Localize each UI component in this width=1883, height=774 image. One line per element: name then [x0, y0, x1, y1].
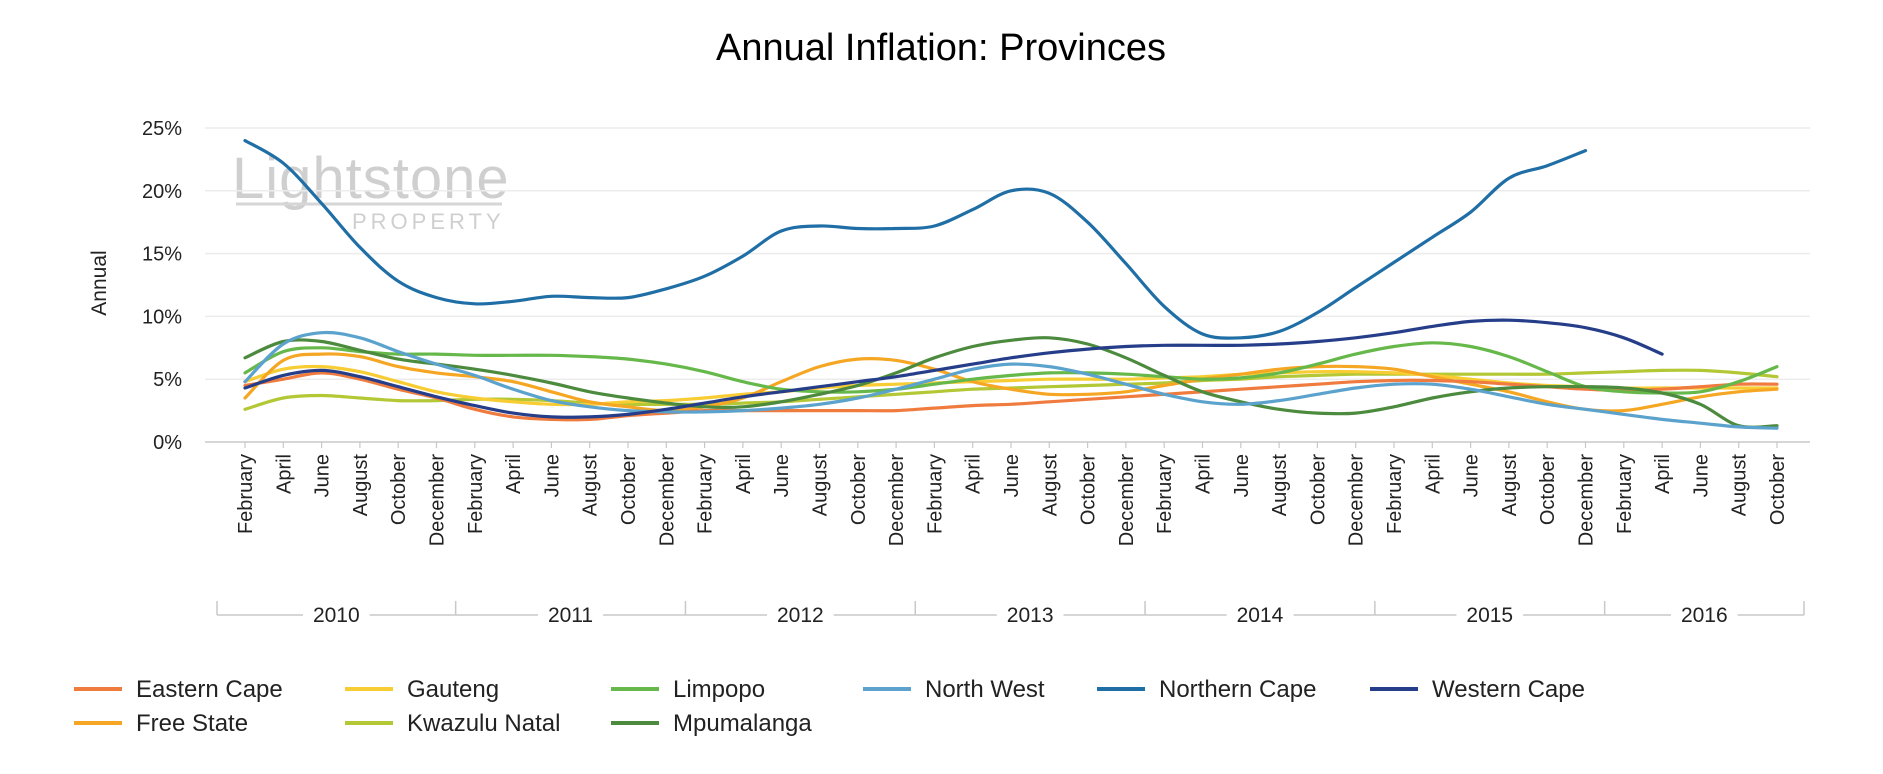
- x-tick-label: October: [848, 454, 870, 525]
- series-line-northern-cape: [243, 139, 1588, 340]
- x-tick-label: April: [503, 454, 525, 494]
- series-line-free-state: [243, 352, 1779, 413]
- watermark-logo: Lightstone PROPERTY: [232, 146, 510, 234]
- legend-item-mpumalanga[interactable]: Mpumalanga: [611, 710, 812, 737]
- x-tick-label: February: [1154, 454, 1176, 534]
- legend-item-north-west[interactable]: North West: [863, 676, 1045, 703]
- series-lines: [243, 139, 1779, 430]
- year-group-label: 2012: [777, 604, 824, 627]
- y-tick-label: 10%: [142, 306, 182, 328]
- x-tick-label: February: [465, 454, 487, 534]
- series-line-mpumalanga: [243, 336, 1779, 429]
- x-tick-label: December: [656, 454, 678, 547]
- legend-label: Mpumalanga: [673, 710, 812, 737]
- legend: Eastern Cape Free State Gauteng Kwazulu Nat…: [74, 676, 1585, 737]
- x-tick-label: June: [1231, 454, 1253, 497]
- y-tick-label: 20%: [142, 181, 182, 203]
- x-tick-label: December: [427, 454, 449, 547]
- legend-item-northern-cape[interactable]: Northern Cape: [1097, 676, 1316, 703]
- x-tick-label: June: [771, 454, 793, 497]
- legend-item-gauteng[interactable]: Gauteng: [345, 676, 499, 703]
- series-line-north-west: [243, 330, 1779, 430]
- y-axis-ticks: 0% 5% 10% 15% 20% 25%: [142, 118, 182, 454]
- x-tick-label: August: [350, 454, 372, 517]
- y-tick-label: 25%: [142, 118, 182, 140]
- legend-item-free-state[interactable]: Free State: [74, 710, 248, 737]
- x-tick-label: August: [580, 454, 602, 517]
- x-tick-label: February: [235, 454, 257, 534]
- x-tick-label: August: [1729, 454, 1751, 517]
- year-label-bg: [302, 602, 370, 629]
- x-tick-label: February: [924, 454, 946, 534]
- x-tick-label: October: [388, 454, 410, 525]
- year-label-bg: [996, 602, 1064, 629]
- x-tick-label: August: [1499, 454, 1521, 517]
- x-tick-label: June: [1001, 454, 1023, 497]
- y-axis-label: Annual: [88, 250, 111, 315]
- year-group-label: 2011: [548, 604, 593, 627]
- year-label-bg: [537, 602, 604, 629]
- x-tick-label: December: [1116, 454, 1138, 547]
- legend-label: North West: [925, 676, 1045, 703]
- x-tick-label: October: [1078, 454, 1100, 525]
- y-tick-label: 0%: [153, 432, 182, 454]
- legend-label: Eastern Cape: [136, 676, 283, 703]
- year-group-label: 2015: [1466, 604, 1513, 627]
- chart-title: Annual Inflation: Provinces: [716, 27, 1166, 69]
- year-label-bg: [1226, 602, 1294, 629]
- legend-item-eastern-cape[interactable]: Eastern Cape: [74, 676, 283, 703]
- legend-label: Kwazulu Natal: [407, 710, 560, 737]
- legend-item-kwazulu-natal[interactable]: Kwazulu Natal: [345, 710, 560, 737]
- legend-label: Western Cape: [1432, 676, 1585, 703]
- x-tick-label: April: [273, 454, 295, 494]
- legend-label: Limpopo: [673, 676, 765, 703]
- x-tick-label: April: [1193, 454, 1215, 494]
- year-label-bg: [766, 602, 834, 629]
- x-tick-label: October: [618, 454, 640, 525]
- x-tick-label: February: [695, 454, 717, 534]
- x-tick-label: December: [1346, 454, 1368, 547]
- x-tick-label: October: [1767, 454, 1789, 525]
- series-line-western-cape: [243, 318, 1664, 419]
- x-tick-label: June: [312, 454, 334, 497]
- x-tick-label: February: [1384, 454, 1406, 534]
- x-tick-label: August: [1269, 454, 1291, 517]
- x-tick-label: April: [1422, 454, 1444, 494]
- x-tick-label: December: [886, 454, 908, 547]
- year-label-bg: [1456, 602, 1524, 629]
- watermark-logo-line2: PROPERTY: [352, 209, 505, 234]
- x-tick-label: August: [1039, 454, 1061, 517]
- year-group-label: 2013: [1007, 604, 1054, 627]
- x-tick-label: December: [1576, 454, 1598, 547]
- x-tick-label: February: [1614, 454, 1636, 534]
- x-tick-label: June: [1690, 454, 1712, 497]
- y-tick-label: 5%: [153, 369, 182, 391]
- legend-item-western-cape[interactable]: Western Cape: [1370, 676, 1585, 703]
- year-label-bg: [1670, 602, 1738, 629]
- watermark-logo-line1: Lightstone: [232, 146, 510, 211]
- year-group-label: 2016: [1681, 604, 1728, 627]
- x-tick-label: August: [810, 454, 832, 517]
- x-tick-label: October: [1307, 454, 1329, 525]
- legend-label: Gauteng: [407, 676, 499, 703]
- year-group-label: 2010: [313, 604, 360, 627]
- series-line-eastern-cape: [243, 371, 1779, 422]
- legend-item-limpopo[interactable]: Limpopo: [611, 676, 765, 703]
- x-tick-label: April: [963, 454, 985, 494]
- x-tick-label: April: [733, 454, 755, 494]
- x-tick-label: June: [541, 454, 563, 497]
- legend-label: Northern Cape: [1159, 676, 1316, 703]
- series-line-limpopo: [243, 341, 1779, 395]
- x-tick-label: April: [1652, 454, 1674, 494]
- y-tick-label: 15%: [142, 244, 182, 266]
- x-axis: February April June August October December Fe…: [216, 442, 1805, 629]
- year-group-label: 2014: [1237, 604, 1284, 627]
- legend-label: Free State: [136, 710, 248, 737]
- x-tick-label: October: [1537, 454, 1559, 525]
- x-tick-label: June: [1461, 454, 1483, 497]
